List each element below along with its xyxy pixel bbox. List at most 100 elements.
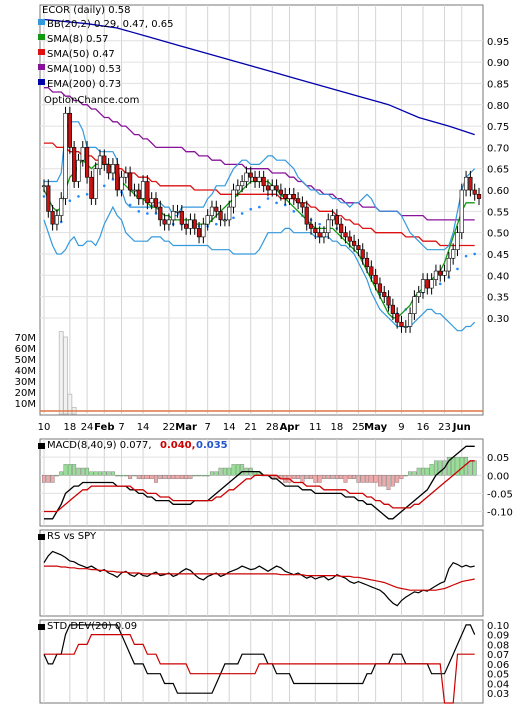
macd-hist-bar — [218, 467, 223, 476]
macd-hist-bar — [171, 475, 176, 480]
candle-body — [459, 189, 464, 233]
macd-hist-bar — [317, 475, 322, 483]
candle-body — [395, 313, 400, 323]
candle-body — [270, 185, 275, 191]
x-tick-label: 18 — [63, 422, 76, 433]
macd-hist-bar — [106, 471, 111, 476]
candle-body — [184, 223, 189, 229]
candle-body — [248, 172, 253, 178]
macd-hist-bar — [80, 467, 85, 476]
candle-body — [308, 223, 314, 229]
candle-body — [89, 176, 94, 199]
candle-body — [67, 112, 72, 148]
x-tick-label: Apr — [280, 422, 300, 433]
panel-frame-sd — [39, 619, 484, 704]
sar-dot — [258, 205, 261, 209]
candle-body — [420, 279, 426, 293]
sar-dot — [249, 207, 253, 211]
candle-body — [403, 326, 408, 328]
macd-hist-bar — [408, 471, 413, 476]
macd-hist-bar — [46, 475, 51, 483]
macd-hist-bar — [313, 475, 318, 483]
macd-hist-bar — [136, 475, 141, 480]
stddev-line — [43, 624, 476, 694]
candle-body — [274, 185, 279, 191]
macd-line — [44, 445, 475, 520]
macd-hist-bar — [166, 475, 171, 480]
bb-upper-line — [44, 121, 476, 251]
candle-body — [382, 292, 387, 297]
candle-body — [54, 215, 60, 225]
candle-body — [455, 232, 460, 251]
sar-dot — [128, 203, 132, 207]
legend-layer: ECOR (daily) 0.58 BB(20,2) 0.29, 0.47, 0… — [42, 5, 228, 632]
sar-dot — [137, 210, 141, 213]
macd-hist-bar — [382, 475, 387, 487]
main-title: ECOR (daily) 0.58 — [42, 5, 131, 16]
macd-hist-value: 0.035 — [196, 440, 228, 451]
candle-body — [136, 189, 141, 199]
x-tick-label: Feb — [94, 422, 114, 433]
macd-hist-bar — [416, 467, 421, 476]
sar-dot — [146, 212, 149, 215]
candle-body — [433, 270, 439, 280]
macd-hist-bar — [296, 475, 301, 480]
macd-hist-bar — [412, 471, 417, 476]
sar-dot — [68, 199, 72, 202]
macd-hist-bar — [115, 475, 120, 477]
x-tick-label: 21 — [244, 422, 257, 433]
macd-hist-bar — [72, 464, 77, 476]
x-tick-label: 14 — [137, 422, 150, 433]
volume-tick-label: 20M — [15, 388, 36, 399]
candle-body — [244, 172, 249, 182]
price-tick-label: 0.30 — [487, 314, 509, 325]
macd-hist-bar — [399, 475, 404, 480]
candle-body — [369, 266, 374, 276]
candle-body — [209, 206, 215, 216]
macd-hist-bar — [403, 475, 408, 477]
candle-body — [317, 232, 322, 238]
ema200-line — [43, 18, 475, 136]
candle-body — [321, 232, 327, 238]
candle-body — [149, 198, 154, 204]
macd-hist-bar — [425, 467, 430, 476]
rs-legend-swatch — [38, 534, 45, 540]
candle-body — [218, 211, 223, 221]
macd-hist-bar — [179, 475, 184, 480]
macd-hist-bar — [110, 471, 115, 476]
macd-hist-bar — [54, 475, 59, 477]
candle-body — [50, 211, 55, 225]
candle-body — [188, 219, 193, 229]
candle-body — [162, 219, 167, 225]
candle-body — [63, 112, 68, 199]
macd-hist-bar — [352, 475, 357, 480]
legend-sma100: SMA(100) 0.53 — [47, 64, 121, 75]
volume-bar — [63, 336, 68, 415]
candle-body — [196, 228, 202, 238]
candle-body — [166, 219, 172, 225]
candle-body — [102, 155, 107, 165]
candle-body — [356, 245, 361, 251]
legend-bb: BB(20,2) 0.29, 0.47, 0.65 — [47, 19, 173, 30]
x-tick-label: 24 — [81, 422, 94, 433]
macd-signal-value: 0.040, — [160, 440, 195, 451]
stddev-tick-label: 0.04 — [487, 679, 509, 690]
candle-body — [377, 283, 383, 293]
stddev-tick-label: 0.09 — [487, 631, 509, 642]
stddev-tick-label: 0.05 — [487, 670, 509, 681]
macd-hist-bar — [356, 475, 361, 483]
x-tick-label: 23 — [438, 422, 451, 433]
sar-dot — [232, 216, 235, 220]
sar-dot — [438, 282, 442, 286]
macd-hist-bar — [326, 475, 331, 480]
price-tick-label: 0.50 — [487, 229, 509, 240]
stddev-tick-label: 0.03 — [487, 689, 509, 700]
candle-body — [235, 185, 240, 191]
candle-body — [472, 189, 477, 195]
legend-swatch-4 — [38, 79, 45, 85]
sar-dot — [102, 184, 106, 188]
volume-tick-label: 10M — [15, 399, 36, 410]
price-tick-label: 0.70 — [487, 143, 509, 154]
macd-hist-bar — [386, 475, 391, 490]
